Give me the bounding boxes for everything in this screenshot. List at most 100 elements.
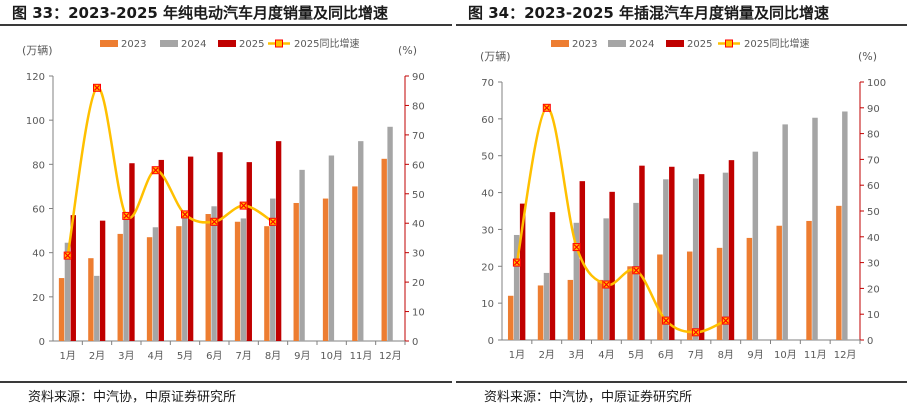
growth-marker (151, 166, 160, 175)
bar-2023 (567, 279, 574, 340)
y-tick-label: 100 (26, 116, 45, 127)
source-note: 资料来源：中汽协，中原证券研究所 (28, 390, 237, 405)
legend-swatch-growth-marker (275, 39, 283, 48)
growth-marker-x (182, 211, 188, 218)
y-axis-unit-label: (万辆) (480, 49, 511, 63)
legend-label-2023: 2023 (121, 39, 146, 50)
bar-2023 (836, 205, 842, 340)
y2-tick-label: 100 (867, 78, 886, 89)
y2-tick-label: 60 (867, 181, 880, 192)
growth-marker-x (603, 281, 610, 288)
bar-2024 (722, 172, 729, 340)
bar-2023 (686, 251, 693, 340)
bar-2025 (639, 165, 645, 340)
bar-2024 (842, 111, 848, 341)
bar-2024 (94, 275, 100, 341)
legend-label-growth: 2025同比增速 (294, 37, 359, 50)
x-tick-label: 11月 (350, 350, 373, 362)
bar-2024 (692, 178, 699, 340)
bar-2024 (211, 206, 217, 341)
chart-panel-right: 图 34：2023-2025 年插混汽车月度销量及同比增速 (万辆) (%) 0 10… (456, 0, 907, 408)
y-tick-label: 0 (39, 337, 45, 348)
bar-2023 (117, 233, 123, 341)
growth-marker-x (543, 104, 550, 111)
x-tick-label: 10月 (774, 349, 797, 361)
title-rule (0, 24, 452, 26)
bar-2025 (70, 215, 76, 342)
x-tick-label: 3月 (118, 350, 134, 362)
growth-marker (602, 280, 611, 289)
x-tick-label: 3月 (568, 349, 584, 361)
x-tick-label: 4月 (147, 350, 163, 362)
bar-2024 (752, 151, 759, 340)
legend-label-2025: 2025 (239, 39, 264, 50)
bar-2025 (698, 174, 705, 340)
bar-2024 (182, 217, 188, 341)
x-tick-label: 7月 (235, 350, 251, 362)
bar-2023 (205, 214, 211, 341)
bar-2024 (663, 179, 669, 340)
bar-2024 (152, 227, 159, 341)
growth-marker (691, 328, 700, 337)
bar-2024 (64, 242, 71, 341)
y-tick-label: 40 (32, 249, 45, 260)
growth-marker-x (211, 218, 218, 225)
bar-2023 (264, 226, 270, 341)
bar-2025 (217, 152, 223, 341)
bar-2023 (58, 278, 65, 341)
y2-tick-label: 90 (867, 104, 880, 115)
y2-tick-label: 80 (412, 101, 425, 112)
bar-2025 (609, 191, 615, 340)
growth-marker-x (633, 267, 640, 274)
bar-2025 (275, 141, 282, 341)
y-axis-unit-label: (万辆) (22, 43, 53, 57)
growth-marker (542, 103, 551, 112)
y-tick-label: 50 (481, 152, 494, 163)
growth-marker (122, 211, 131, 220)
bar-2023 (352, 186, 358, 341)
bar-2024 (812, 117, 818, 340)
bar-2024 (240, 218, 247, 341)
legend-swatch-2023 (551, 40, 569, 47)
growth-marker (721, 316, 730, 325)
y-tick-label: 20 (32, 293, 45, 304)
y2-tick-label: 50 (412, 190, 425, 201)
growth-marker-x (573, 244, 580, 251)
growth-marker-x (692, 329, 699, 336)
bar-2023 (234, 221, 241, 341)
y2-tick-label: 30 (867, 259, 880, 270)
bar-2023 (293, 202, 299, 341)
bar-2023 (146, 237, 153, 341)
growth-marker (269, 217, 277, 226)
title-rule (456, 24, 907, 26)
y-tick-label: 60 (32, 205, 45, 216)
bar-2023 (507, 295, 514, 340)
y-tick-label: 80 (32, 160, 45, 171)
growth-marker-x (240, 202, 247, 209)
y2-tick-label: 10 (867, 310, 880, 321)
growth-marker-x (123, 212, 130, 219)
bar-2024 (123, 219, 129, 341)
bar-2025 (129, 163, 135, 341)
y-tick-label: 120 (26, 72, 45, 83)
y2-tick-label: 60 (412, 160, 425, 171)
bar-2024 (270, 198, 276, 341)
y-tick-label: 20 (481, 262, 494, 273)
legend-label-growth: 2025同比增速 (744, 37, 809, 50)
y-tick-label: 0 (488, 336, 494, 347)
y-tick-label: 60 (481, 115, 494, 126)
bar-2023 (806, 220, 812, 340)
chart-title: 图 33：2023-2025 年纯电动汽车月度销量及同比增速 (12, 4, 389, 22)
legend-label-2024: 2024 (181, 39, 206, 50)
bar-2025 (246, 162, 252, 342)
growth-marker (632, 266, 641, 275)
chart-panel-left: 图 33：2023-2025 年纯电动汽车月度销量及同比增速 (万辆) (%) 0 2… (0, 0, 452, 408)
x-tick-label: 7月 (688, 349, 704, 361)
bar-2025 (187, 156, 194, 341)
x-tick-label: 12月 (379, 350, 402, 362)
chart-svg: (万辆) (%) 0 10 20 30 40 50 60 70 0 10 20 30 40 50 60 70 80 9… (480, 37, 886, 361)
bar-2023 (746, 237, 753, 340)
legend-swatch-2024 (608, 40, 626, 47)
growth-marker-x (64, 252, 71, 259)
legend-label-2025: 2025 (687, 39, 712, 50)
